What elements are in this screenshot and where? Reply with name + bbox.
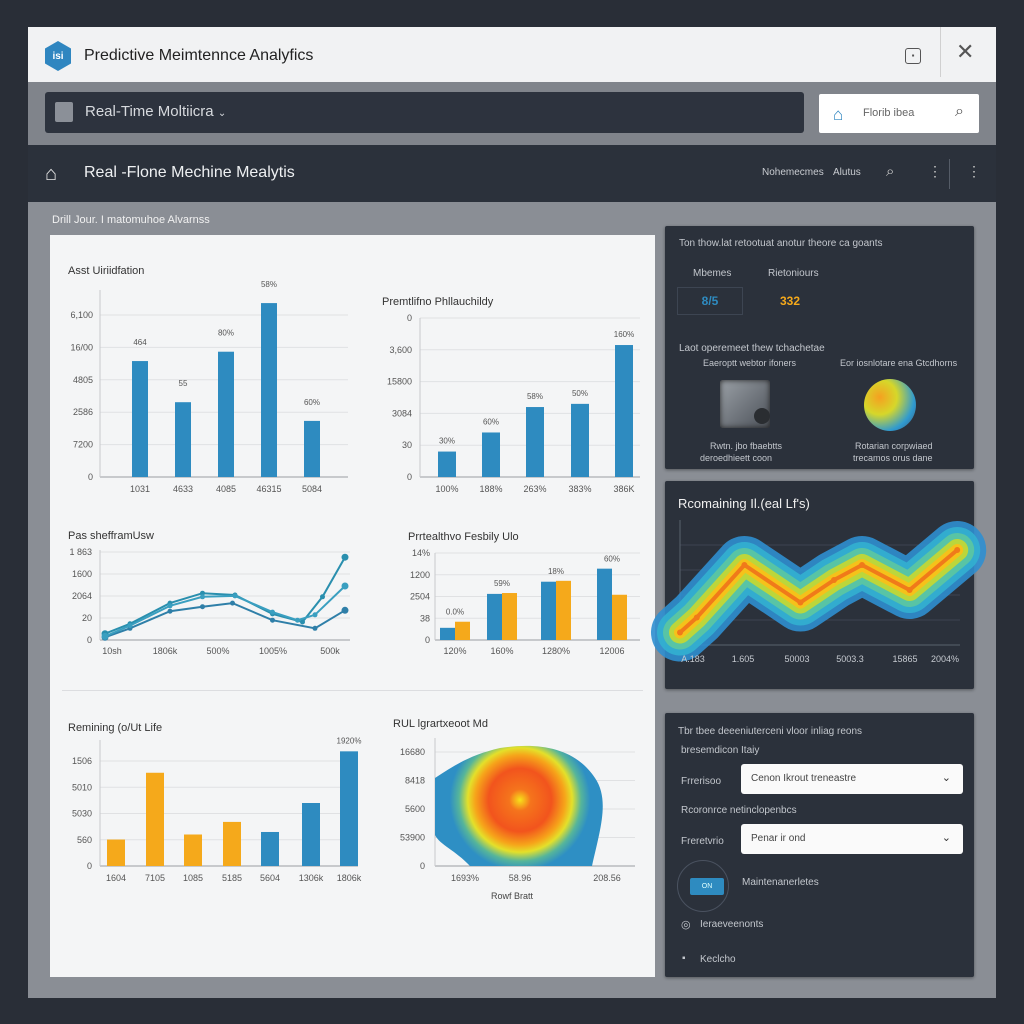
settings-link[interactable]: Ieraeveenonts [700, 919, 764, 930]
field-label: Freretvrio [681, 836, 724, 847]
item-caption: deroedhieett coon [700, 453, 773, 463]
document-icon: ▪ [682, 953, 686, 964]
page-header: ⌂ Real -Flone Mechine Mealytis Nohemecme… [28, 145, 996, 202]
select-field-2[interactable]: Penar ir ond ⌄ [741, 824, 963, 854]
stat-label: Rietoniours [768, 268, 819, 279]
status-card: Ton thow.lat retootuat anotur theore ca … [665, 226, 974, 469]
monitor-dropdown[interactable]: Real-Time Moltiicra ⌄ [45, 92, 804, 133]
nav-link-notifications[interactable]: Nohemecmes [762, 167, 824, 178]
status-heading: Ton thow.lat retootuat anotur theore ca … [679, 238, 883, 249]
machine-icon [55, 102, 73, 122]
toolbar: Real-Time Moltiicra ⌄ ⌂ Florib ibea ⌕ [28, 82, 996, 145]
machine-wheel [754, 408, 770, 424]
breadcrumb[interactable]: Drill Jour. I matomuhoe Alvarnss [52, 214, 210, 226]
page-title: Real -Flone Mechine Mealytis [84, 164, 295, 181]
more-icon[interactable]: ⋮ [928, 163, 942, 179]
home-icon: ⌂ [833, 105, 844, 124]
search-placeholder: Florib ibea [863, 107, 915, 119]
stat-value-machines: 8/5 [677, 287, 743, 315]
chevron-down-icon: ⌄ [217, 108, 227, 119]
select-value: Cenon Ikrout treneastre [751, 773, 857, 784]
window-title: Predictive Meimtennce Analyfics [84, 47, 314, 64]
stat-value-reliability: 332 [779, 294, 801, 308]
item-title: Eaeroptt webtor ifoners [703, 358, 797, 368]
machine-image [720, 380, 770, 428]
settings-text: bresemdicon Itaiy [681, 745, 760, 756]
kebab-menu-icon[interactable]: ⋮ [967, 163, 981, 179]
divider [940, 27, 941, 77]
nav-link-status[interactable]: Alutus [833, 167, 861, 178]
home-icon[interactable]: ⌂ [45, 163, 58, 185]
stat-label: Mbemes [693, 268, 732, 279]
toggle-label: Maintenanerletes [742, 877, 819, 888]
field-label: Frrerisoo [681, 776, 722, 787]
section-label: Rcoronrce netinclopenbcs [681, 805, 797, 816]
user-icon: ◎ [681, 919, 691, 931]
search-icon[interactable]: ⌕ [886, 163, 895, 180]
select-value: Penar ir ond [751, 833, 806, 844]
item-title: Eor iosnlotare ena Gtcdhorns [840, 358, 958, 368]
restore-window-icon[interactable]: ▪ [905, 48, 921, 64]
divider [949, 159, 950, 189]
status-subheading: Laot operemeet thew tchachetae [679, 343, 825, 354]
title-bar: isi Predictive Meimtennce Analyfics ▪ ✕ [28, 27, 996, 82]
charts-panel [50, 235, 655, 977]
divider [62, 690, 643, 691]
item-caption: trecamos orus dane [853, 453, 933, 463]
monitor-label-text: Real-Time Moltiicra [85, 103, 214, 120]
chevron-down-icon: ⌄ [941, 832, 951, 844]
app-logo-icon: isi [45, 41, 71, 71]
monitor-dropdown-label: Real-Time Moltiicra ⌄ [85, 103, 226, 120]
chevron-down-icon: ⌄ [941, 772, 951, 784]
settings-card: Tbr tbee deeeniuterceni vloor inliag reo… [665, 713, 974, 977]
search-icon[interactable]: ⌕ [955, 103, 964, 120]
close-icon[interactable]: ✕ [956, 39, 975, 64]
rul-chart-card [665, 481, 974, 689]
item-caption: Rwtn. jbo fbaebtts [710, 441, 783, 451]
thermal-sphere-image [864, 379, 916, 431]
item-caption: Rotarian corpwiaed [855, 441, 933, 451]
settings-text: Tbr tbee deeeniuterceni vloor inliag reo… [678, 726, 862, 737]
toggle-ring: ON [677, 860, 729, 912]
settings-link[interactable]: Keclcho [700, 954, 736, 965]
search-input[interactable]: ⌂ Florib ibea ⌕ [819, 94, 979, 133]
maintenance-toggle[interactable]: ON [690, 878, 724, 895]
select-field-1[interactable]: Cenon Ikrout treneastre ⌄ [741, 764, 963, 794]
